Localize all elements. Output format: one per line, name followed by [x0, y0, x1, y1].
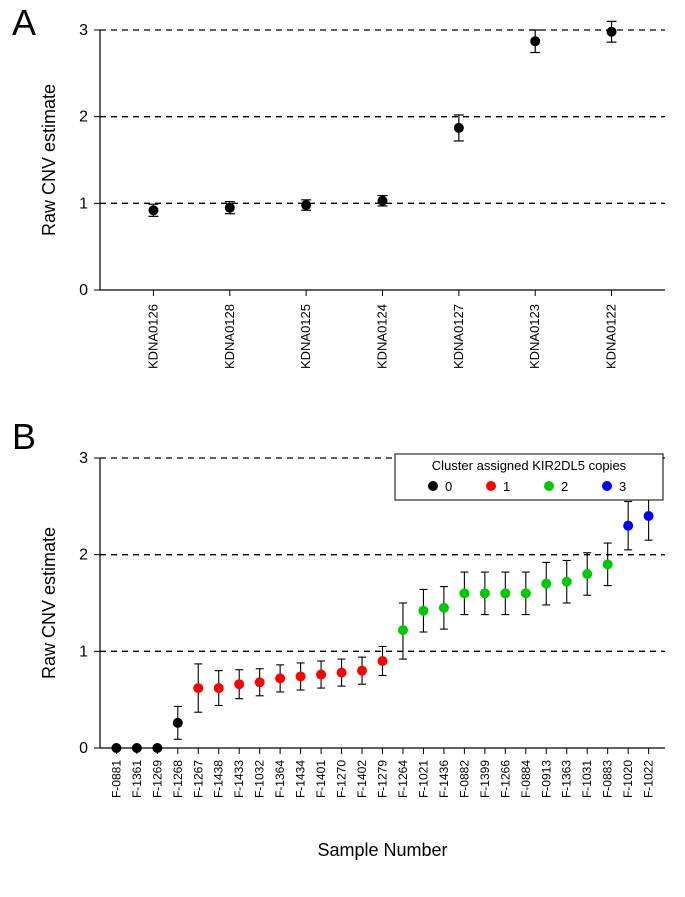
svg-text:F-1267: F-1267 [191, 760, 205, 798]
svg-text:F-1363: F-1363 [560, 760, 574, 798]
svg-text:F-1401: F-1401 [314, 760, 328, 798]
svg-text:0: 0 [445, 479, 452, 494]
svg-text:F-1022: F-1022 [642, 760, 656, 798]
svg-text:F-1399: F-1399 [478, 760, 492, 798]
svg-text:Raw CNV estimate: Raw CNV estimate [39, 527, 59, 679]
svg-text:KDNA0123: KDNA0123 [527, 304, 542, 369]
svg-text:F-1269: F-1269 [150, 760, 164, 798]
svg-text:F-1032: F-1032 [253, 760, 267, 798]
svg-text:F-1266: F-1266 [498, 760, 512, 798]
svg-text:3: 3 [619, 479, 626, 494]
svg-text:F-1438: F-1438 [212, 760, 226, 798]
svg-text:0: 0 [79, 282, 88, 299]
svg-text:F-0913: F-0913 [539, 760, 553, 798]
svg-text:F-1020: F-1020 [621, 760, 635, 798]
svg-text:1: 1 [79, 195, 88, 212]
svg-text:2: 2 [561, 479, 568, 494]
svg-text:KDNA0126: KDNA0126 [145, 304, 160, 369]
svg-text:F-1031: F-1031 [580, 760, 594, 798]
panel-b-label: B [12, 416, 36, 458]
svg-text:F-1361: F-1361 [130, 760, 144, 798]
svg-text:Raw CNV estimate: Raw CNV estimate [39, 84, 59, 236]
chart-a: 0 1 2 3 Raw CNV estimate KDNA0126 KDNA0128 KDNA… [0, 0, 685, 418]
svg-text:KDNA0127: KDNA0127 [451, 304, 466, 369]
svg-text:F-1433: F-1433 [232, 760, 246, 798]
panel-a-label: A [12, 2, 36, 44]
svg-text:F-1436: F-1436 [437, 760, 451, 798]
svg-text:F-0881: F-0881 [109, 760, 123, 798]
svg-text:F-0884: F-0884 [519, 760, 533, 798]
svg-text:KDNA0128: KDNA0128 [222, 304, 237, 369]
panel-a: A 0 1 2 3 Raw CNV estimate KDNA0126 KDNA0128 KD… [0, 0, 685, 418]
svg-text:0: 0 [79, 740, 88, 757]
svg-text:1: 1 [503, 479, 510, 494]
svg-text:F-1434: F-1434 [294, 760, 308, 798]
svg-text:F-1268: F-1268 [171, 760, 185, 798]
svg-text:3: 3 [79, 450, 88, 467]
svg-text:Sample Number: Sample Number [317, 840, 447, 860]
svg-text:F-1364: F-1364 [273, 760, 287, 798]
svg-text:F-1279: F-1279 [376, 760, 390, 798]
panel-b: B 0 1 2 3 Raw CNV estimate F-0881 F-1361 F-1269… [0, 418, 685, 897]
svg-text:1: 1 [79, 643, 88, 660]
svg-text:2: 2 [79, 547, 88, 564]
svg-text:F-1021: F-1021 [416, 760, 430, 798]
svg-text:2: 2 [79, 109, 88, 126]
svg-text:F-0883: F-0883 [601, 760, 615, 798]
chart-b: 0 1 2 3 Raw CNV estimate F-0881 F-1361 F-1269 F-… [0, 418, 685, 897]
svg-text:Cluster assigned KIR2DL5 copie: Cluster assigned KIR2DL5 copies [432, 458, 627, 473]
svg-text:F-0882: F-0882 [457, 760, 471, 798]
svg-text:KDNA0124: KDNA0124 [375, 304, 390, 369]
svg-text:3: 3 [79, 22, 88, 39]
svg-text:F-1264: F-1264 [396, 760, 410, 798]
svg-text:F-1270: F-1270 [335, 760, 349, 798]
svg-text:KDNA0122: KDNA0122 [604, 304, 619, 369]
svg-text:KDNA0125: KDNA0125 [298, 304, 313, 369]
svg-text:F-1402: F-1402 [355, 760, 369, 798]
